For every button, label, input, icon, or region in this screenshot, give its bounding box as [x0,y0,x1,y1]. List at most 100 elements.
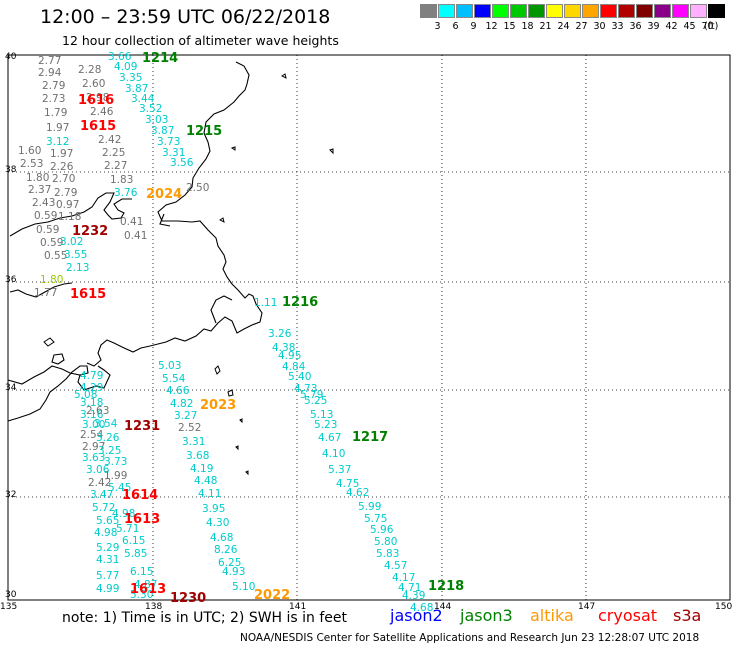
wave-height-value: 1.77 [34,287,57,299]
wave-height-value: 4.82 [170,398,193,410]
legend-label: 24 [557,21,570,32]
wave-height-value: 4.10 [322,448,345,460]
wave-height-value: 3.16 [80,409,104,421]
wave-height-value: 4.62 [346,487,369,499]
lat-label-40: 40 [5,52,17,62]
wave-height-value: 4.29 [80,382,103,394]
lon-label-144: 144 [434,602,452,612]
lon-label-147: 147 [578,602,596,612]
legend-swatch [708,4,725,18]
legend-swatch [474,4,491,18]
lat-label-38: 38 [5,165,17,175]
wave-height-value: 3.95 [202,503,225,515]
legend-label: 33 [611,21,624,32]
wave-height-value: 4.19 [190,463,213,475]
wave-height-value: 3.06 [86,464,110,476]
wave-height-value: 3.02 [60,236,83,248]
coast-honshu-east [86,61,263,367]
wave-height-value: 3.52 [139,103,162,115]
track-time-label: 1230 [170,591,206,606]
wave-height-value: 5.54 [162,373,186,385]
wave-height-value: 0.55 [44,250,67,262]
wave-height-value: 5.37 [328,464,351,476]
island-8 [245,470,249,476]
wave-height-value: 0.97 [56,199,79,211]
wave-height-value: 2.63 [86,405,109,417]
wave-height-value: 2.70 [52,173,75,185]
wave-height-value: 2.94 [38,67,62,79]
map-subtitle: 12 hour collection of altimeter wave hei… [62,33,339,48]
wave-height-value: 4.71 [398,582,421,594]
coast-honshu-north-shore [9,192,132,237]
wave-height-value: 5.10 [232,581,255,593]
wave-height-value: 2.98 [86,92,109,104]
legend-unit: (ft) [704,21,719,32]
wave-height-value: 3.31 [182,436,205,448]
legend-label: 6 [452,21,459,32]
wave-height-value: 5.40 [288,371,311,383]
wave-height-value: 0.41 [120,216,143,228]
wave-height-value: 3.26 [268,328,292,340]
wave-height-value: 2.13 [66,262,89,274]
wave-height-value: 2.54 [80,429,104,441]
wave-height-value: 5.80 [374,536,397,548]
satellite-cryosat: cryosat [598,606,658,625]
island-6 [239,418,243,424]
wave-height-value: 5.85 [124,548,147,560]
wave-height-value: 2.46 [90,106,114,118]
wave-height-value: 3.03 [145,114,168,126]
wave-height-value: 4.98 [94,527,117,539]
wave-height-value: 3.25 [98,445,121,457]
legend-label: 15 [503,21,516,32]
coast-honshu-west [9,282,73,298]
satellite-jason2: jason2 [390,606,443,625]
wave-height-value: 3.12 [46,136,69,148]
legend-swatch [600,4,617,18]
wave-height-value: 5.72 [92,502,115,514]
lon-label-141: 141 [289,602,307,612]
wave-height-value: 5.71 [116,523,139,535]
wave-height-value: 3.47 [90,489,113,501]
wave-height-value: 5.99 [358,501,381,513]
wave-height-value: 1.83 [110,174,133,186]
wave-height-value: 3.87 [151,125,174,137]
wave-height-value: 5.43 [0,0,23,3]
track-time-labels: 1214 1616 1615 1215 2024 1232 1615 1216 2023 1231… [70,51,464,606]
wave-value-labels: 3.664.093.353.873.443.523.033.873.733.31… [0,0,433,614]
legend-swatch [438,4,455,18]
island-9 [43,337,55,347]
wave-height-value: 4.87 [134,579,157,591]
island-10 [219,217,225,223]
wave-height-value: 2.25 [102,147,125,159]
wave-height-value: 5.03 [158,360,181,372]
wave-height-value: 5.79 [300,389,323,401]
wave-height-value: 3.18 [80,397,103,409]
wave-height-value: 5.13 [310,409,333,421]
wave-height-value: 2.27 [104,160,127,172]
wave-height-value: 4.84 [282,361,306,373]
map-border [7,54,731,601]
legend-swatch [654,4,671,18]
wave-height-value: 3.35 [119,72,142,84]
wave-height-value: 4.39 [402,590,425,602]
track-time-label: 2022 [254,588,290,603]
track-time-label: 2023 [200,398,236,413]
wave-height-value: 0.59 [36,224,59,236]
wave-height-value: 5.29 [96,542,119,554]
track-time-label: 1231 [124,419,160,434]
wave-height-value: 0.59 [34,210,57,222]
legend-label: 12 [485,21,498,32]
wave-height-value: 4.95 [278,350,301,362]
legend-swatch [636,4,653,18]
wave-height-value: 3.31 [162,147,185,159]
wave-height-value: 3.87 [125,83,148,95]
island-3 [230,146,236,151]
wave-height-value: 4.99 [96,583,119,595]
color-legend: 3 6 9 12 15 18 21 24 27 30 33 36 39 42 45 70 (ft) [420,4,730,36]
legend-swatch [618,4,635,18]
track-time-label: 1216 [282,295,318,310]
wave-height-value: 3.55 [64,249,87,261]
wave-height-value: 3.00 [82,419,105,431]
wave-height-value: 6.25 [218,557,241,569]
